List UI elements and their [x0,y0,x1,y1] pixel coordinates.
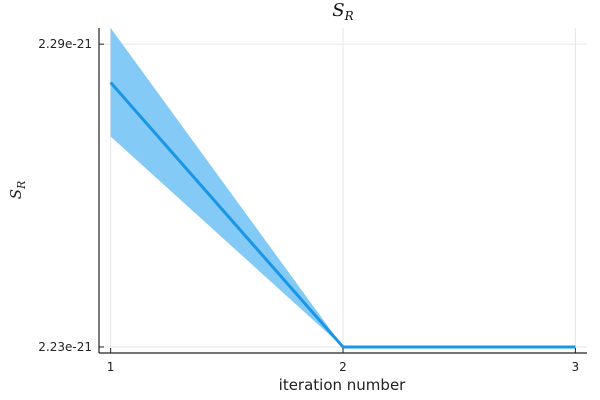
plot-area [99,28,587,353]
chart-title-subscript: R [344,9,354,23]
x-tick-label: 1 [107,360,115,374]
y-axis-label: SR [7,181,28,200]
series-line [109,81,576,349]
y-axis-label-subscript: R [15,181,28,190]
chart-title-main: S [332,0,344,21]
x-tick-label: 2 [339,360,347,374]
axes: 1 2 3 2.29e-21 2.23e-21 [38,28,587,374]
x-axis-label: iteration number [279,376,407,394]
y-tick-label: 2.23e-21 [38,340,92,354]
y-axis-label-main: S [7,189,25,199]
x-tick-label: 3 [572,360,580,374]
y-tick-label: 2.29e-21 [38,37,92,51]
chart-title: SR [332,0,353,23]
